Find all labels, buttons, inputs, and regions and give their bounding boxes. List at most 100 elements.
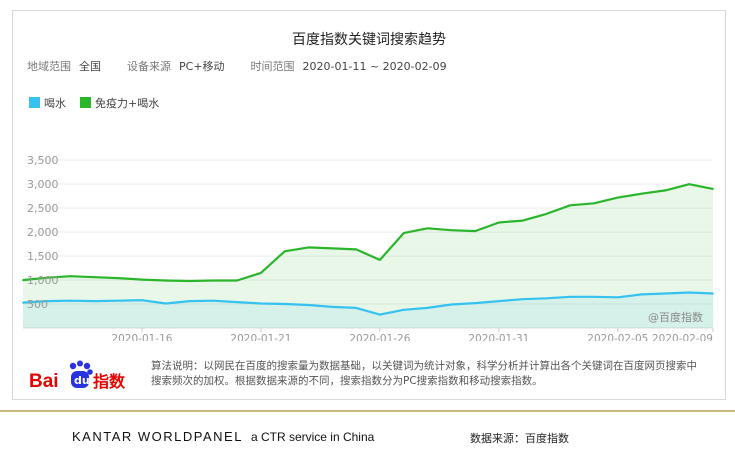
data-point bbox=[45, 276, 48, 279]
data-point bbox=[616, 296, 619, 299]
data-point bbox=[117, 277, 120, 279]
x-tick-label: 2020-02-09 bbox=[652, 333, 713, 341]
data-point bbox=[22, 301, 24, 304]
data-point bbox=[188, 280, 191, 282]
data-point bbox=[355, 248, 357, 251]
kantar-brand: KANTAR WORLDPANEL bbox=[72, 429, 243, 444]
y-tick-label: 3,500 bbox=[27, 154, 59, 167]
data-point bbox=[22, 279, 24, 281]
data-point bbox=[688, 291, 691, 294]
device-label: 设备来源 bbox=[127, 60, 171, 73]
data-point bbox=[712, 188, 714, 190]
data-point bbox=[450, 229, 453, 232]
data-point bbox=[331, 247, 334, 250]
data-point bbox=[545, 213, 548, 215]
legend-label-mianyili: 免疫力+喝水 bbox=[95, 97, 160, 110]
data-point bbox=[521, 219, 524, 222]
y-axis-ticks: 500 1,000 1,500 2,000 2,500 3,000 3,500 bbox=[27, 154, 59, 311]
x-tick-label: 2020-01-31 bbox=[468, 333, 529, 341]
series-line-1 bbox=[22, 183, 714, 283]
data-point bbox=[331, 306, 334, 308]
y-tick-label: 1,000 bbox=[27, 274, 59, 287]
data-point bbox=[236, 279, 239, 282]
y-tick-label: 2,500 bbox=[27, 202, 59, 215]
data-point bbox=[212, 299, 215, 302]
x-tick-label: 2020-01-21 bbox=[230, 333, 291, 341]
data-point bbox=[93, 300, 96, 302]
data-point bbox=[640, 192, 643, 195]
logo-du: du bbox=[74, 374, 90, 387]
series-area-1 bbox=[23, 184, 713, 328]
time-label: 时间范围 bbox=[250, 60, 295, 73]
region-label: 地域范围 bbox=[27, 60, 71, 73]
data-point bbox=[498, 221, 500, 224]
data-point bbox=[616, 196, 619, 199]
kantar-logo: KANTAR WORLDPANEL a CTR service in China bbox=[72, 429, 374, 444]
series-line-0 bbox=[22, 291, 714, 316]
data-point bbox=[379, 259, 381, 261]
data-point bbox=[521, 298, 524, 301]
x-axis-ticks: 2020-01-16 2020-01-21 2020-01-26 2020-01-31… bbox=[111, 328, 714, 341]
data-point bbox=[545, 297, 548, 300]
data-point bbox=[402, 308, 405, 311]
data-point bbox=[307, 246, 310, 249]
data-point bbox=[307, 304, 310, 306]
watermark: @百度指数 bbox=[648, 310, 703, 324]
legend-swatch-heshui bbox=[29, 97, 40, 108]
data-point bbox=[164, 279, 167, 282]
data-point bbox=[212, 279, 215, 282]
algorithm-note: 算法说明：以网民在百度的搜索量为数据基础，以关键词为统计对象，科学分析并计算出各… bbox=[151, 360, 697, 387]
data-point bbox=[355, 307, 357, 309]
series-lines bbox=[22, 183, 714, 316]
data-point bbox=[141, 278, 143, 281]
data-point bbox=[260, 272, 262, 274]
legend-item-heshui[interactable]: 喝水 bbox=[29, 97, 66, 110]
data-point bbox=[474, 230, 476, 233]
data-point bbox=[688, 183, 691, 186]
data-point bbox=[188, 300, 191, 302]
time-value[interactable]: 2020-01-11 ~ 2020-02-09 bbox=[302, 60, 447, 73]
data-point bbox=[283, 303, 286, 305]
data-point bbox=[593, 295, 595, 298]
baidu-paw-icon: du Bai 指数 bbox=[29, 360, 126, 392]
legend-item-mianyili[interactable]: 免疫力+喝水 bbox=[80, 97, 159, 110]
data-point bbox=[640, 293, 643, 296]
data-source: 数据来源：百度指数 bbox=[470, 432, 569, 445]
data-point bbox=[569, 295, 572, 298]
data-point bbox=[498, 300, 500, 302]
data-point bbox=[712, 292, 714, 295]
data-point bbox=[164, 302, 167, 305]
x-tick-label: 2020-02-05 bbox=[587, 333, 648, 341]
data-point bbox=[664, 292, 667, 295]
data-point bbox=[141, 299, 143, 302]
y-tick-label: 3,000 bbox=[27, 178, 59, 191]
y-tick-label: 1,500 bbox=[27, 250, 59, 263]
data-point bbox=[236, 301, 239, 303]
y-tick-label: 500 bbox=[27, 298, 48, 311]
data-point bbox=[45, 300, 48, 302]
data-point bbox=[474, 302, 476, 304]
data-point bbox=[283, 250, 286, 253]
data-point bbox=[93, 276, 96, 279]
filter-bar: 地域范围 全国 设备来源 PC+移动 时间范围 2020-01-11 ~ 2020-02-… bbox=[27, 58, 473, 74]
data-point bbox=[69, 299, 72, 302]
data-point bbox=[593, 202, 595, 205]
data-point bbox=[260, 302, 262, 305]
data-point bbox=[117, 299, 120, 302]
region-value[interactable]: 全国 bbox=[79, 60, 101, 73]
data-point bbox=[379, 313, 381, 316]
logo-zhishu: 指数 bbox=[93, 372, 126, 391]
data-point bbox=[402, 232, 405, 235]
grid-lines bbox=[23, 159, 713, 329]
chart-panel: 百度指数关键词搜索趋势 地域范围 全国 设备来源 PC+移动 时间范围 2020-01-1… bbox=[12, 10, 726, 400]
data-point bbox=[426, 307, 429, 309]
data-point bbox=[664, 189, 667, 192]
x-tick-label: 2020-01-26 bbox=[349, 333, 410, 341]
device-value[interactable]: PC+移动 bbox=[179, 60, 225, 73]
x-tick-label: 2020-01-16 bbox=[111, 333, 172, 341]
data-point bbox=[450, 303, 453, 306]
legend: 喝水 免疫力+喝水 bbox=[29, 95, 173, 111]
baidu-logo: du Bai 指数 bbox=[27, 360, 137, 396]
y-tick-label: 2,000 bbox=[27, 226, 59, 239]
chart-title: 百度指数关键词搜索趋势 bbox=[292, 32, 446, 48]
